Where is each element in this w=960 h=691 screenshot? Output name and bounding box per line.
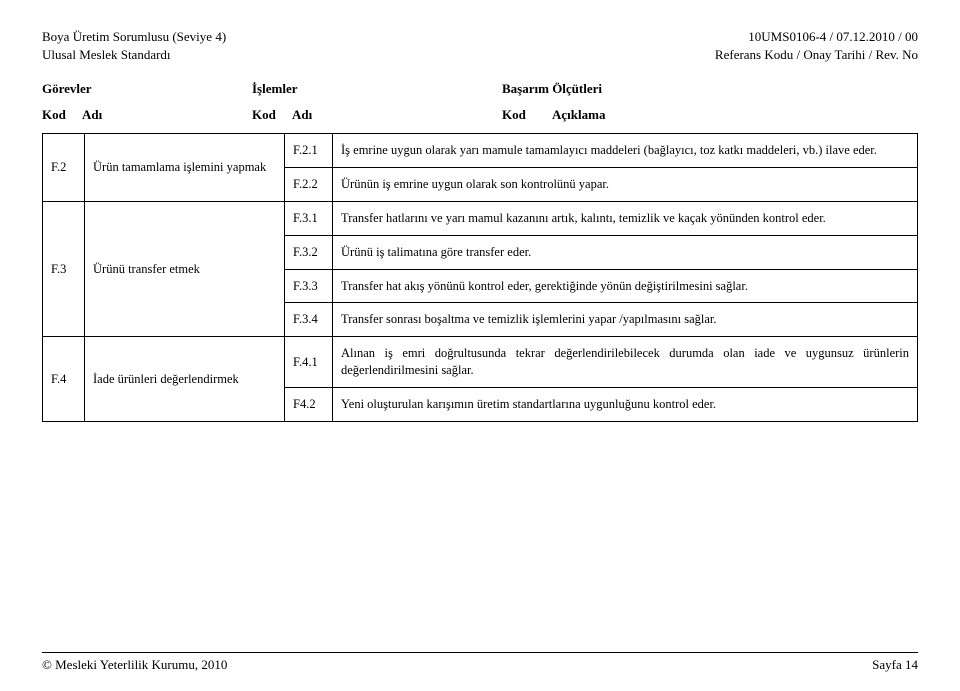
table-row: F.2 Ürün tamamlama işlemini yapmak F.2.1… [43,134,918,167]
subheading-adi-2: Adı [292,107,502,123]
criteria-table: F.2 Ürün tamamlama işlemini yapmak F.2.1… [42,134,918,422]
criterion-code: F.2.2 [285,167,333,201]
subheading-kod-1: Kod [42,107,82,123]
criterion-text: Transfer hat akış yönünü kontrol eder, g… [333,269,918,303]
footer-left: © Mesleki Yeterlilik Kurumu, 2010 [42,657,227,673]
header-right: 10UMS0106-4 / 07.12.2010 / 00 Referans K… [715,28,918,63]
table-row: F.3 Ürünü transfer etmek F.3.1 Transfer … [43,201,918,235]
subheading-aciklama: Açıklama [552,107,918,123]
header-right-line1: 10UMS0106-4 / 07.12.2010 / 00 [748,29,918,44]
op-code: F.2 [43,134,85,201]
criterion-code: F.4.1 [285,337,333,388]
heading-gorevler: Görevler [42,81,252,97]
header-left-line2: Ulusal Meslek Standardı [42,47,171,62]
subheading-kod-3: Kod [502,107,552,123]
op-name: İade ürünleri değerlendirmek [85,337,285,422]
heading-islemler: İşlemler [252,81,502,97]
header-left-line1: Boya Üretim Sorumlusu (Seviye 4) [42,29,226,44]
criterion-code: F.3.3 [285,269,333,303]
criterion-text: Yeni oluşturulan karışımın üretim standa… [333,388,918,422]
sub-headings: Kod Adı Kod Adı Kod Açıklama [42,101,918,134]
criterion-code: F.3.4 [285,303,333,337]
criterion-text: Alınan iş emri doğrultusunda tekrar değe… [333,337,918,388]
op-code: F.4 [43,337,85,422]
subheading-adi-1: Adı [82,107,252,123]
criterion-text: İş emrine uygun olarak yarı mamule tamam… [333,134,918,167]
criterion-text: Transfer hatlarını ve yarı mamul kazanın… [333,201,918,235]
heading-basarim: Başarım Ölçütleri [502,81,918,97]
page-header: Boya Üretim Sorumlusu (Seviye 4) Ulusal … [42,28,918,63]
criterion-code: F.2.1 [285,134,333,167]
page-footer: © Mesleki Yeterlilik Kurumu, 2010 Sayfa … [42,652,918,673]
table-row: F.4 İade ürünleri değerlendirmek F.4.1 A… [43,337,918,388]
header-left: Boya Üretim Sorumlusu (Seviye 4) Ulusal … [42,28,226,63]
op-name: Ürün tamamlama işlemini yapmak [85,134,285,201]
footer-right: Sayfa 14 [872,657,918,673]
criterion-code: F4.2 [285,388,333,422]
criterion-code: F.3.1 [285,201,333,235]
op-code: F.3 [43,201,85,337]
criterion-text: Ürünün iş emrine uygun olarak son kontro… [333,167,918,201]
page: Boya Üretim Sorumlusu (Seviye 4) Ulusal … [0,0,960,691]
subheading-kod-2: Kod [252,107,292,123]
criterion-text: Transfer sonrası boşaltma ve temizlik iş… [333,303,918,337]
section-headings: Görevler İşlemler Başarım Ölçütleri [42,81,918,97]
criterion-code: F.3.2 [285,235,333,269]
op-name: Ürünü transfer etmek [85,201,285,337]
header-right-line2: Referans Kodu / Onay Tarihi / Rev. No [715,47,918,62]
criterion-text: Ürünü iş talimatına göre transfer eder. [333,235,918,269]
